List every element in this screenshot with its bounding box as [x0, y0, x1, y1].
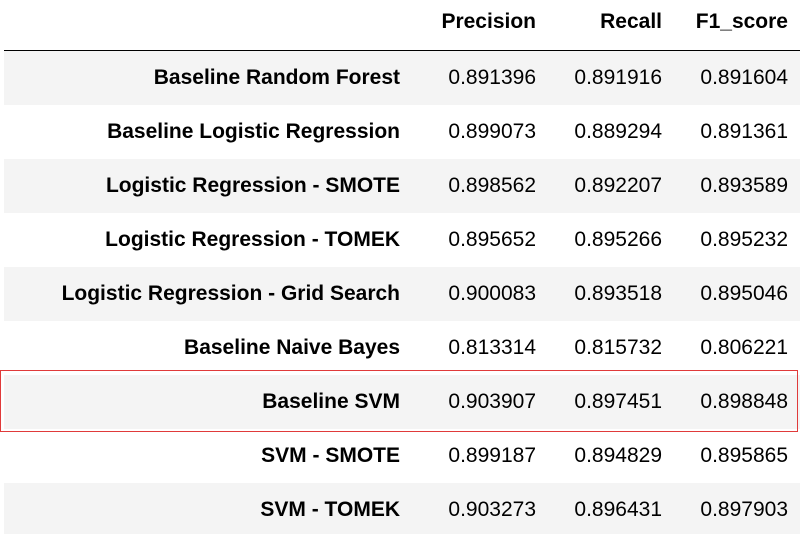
- table-row: SVM - TOMEK 0.903273 0.896431 0.897903: [4, 482, 800, 534]
- table-row: SVM - SMOTE 0.899187 0.894829 0.895865: [4, 428, 800, 483]
- precision-value: 0.813314: [448, 335, 536, 359]
- table-row: Logistic Regression - Grid Search 0.9000…: [4, 266, 800, 321]
- table-row: Baseline Logistic Regression 0.899073 0.…: [4, 104, 800, 159]
- model-name: Baseline SVM: [262, 389, 400, 413]
- precision-value: 0.898562: [448, 173, 536, 197]
- precision-value: 0.899187: [448, 443, 536, 467]
- header-row: Precision Recall F1_score: [4, 0, 800, 51]
- model-name: Baseline Logistic Regression: [107, 119, 400, 143]
- f1-value: 0.891361: [700, 119, 788, 143]
- table-row: Baseline Naive Bayes 0.813314 0.815732 0…: [4, 320, 800, 375]
- f1-value: 0.898848: [700, 389, 788, 413]
- recall-value: 0.897451: [574, 389, 662, 413]
- recall-value: 0.891916: [574, 65, 662, 89]
- recall-value: 0.893518: [574, 281, 662, 305]
- recall-header: Recall: [548, 0, 674, 51]
- recall-value: 0.815732: [574, 335, 662, 359]
- table-row-highlighted: Baseline SVM 0.903907 0.897451 0.898848: [4, 374, 800, 429]
- recall-value: 0.896431: [574, 497, 662, 521]
- model-name: Logistic Regression - SMOTE: [105, 173, 400, 197]
- model-name: Baseline Naive Bayes: [184, 335, 400, 359]
- f1-value: 0.897903: [700, 497, 788, 521]
- precision-value: 0.895652: [448, 227, 536, 251]
- precision-value: 0.900083: [448, 281, 536, 305]
- recall-value: 0.889294: [574, 119, 662, 143]
- recall-value: 0.895266: [574, 227, 662, 251]
- model-name: SVM - TOMEK: [260, 497, 400, 521]
- table-row: Logistic Regression - SMOTE 0.898562 0.8…: [4, 158, 800, 213]
- precision-header: Precision: [408, 0, 548, 51]
- model-name: Baseline Random Forest: [153, 65, 400, 89]
- model-name: Logistic Regression - Grid Search: [61, 281, 400, 305]
- table-row: Logistic Regression - TOMEK 0.895652 0.8…: [4, 212, 800, 267]
- f1-value: 0.893589: [700, 173, 788, 197]
- index-header: [4, 0, 408, 51]
- f1-value: 0.891604: [700, 65, 788, 89]
- recall-value: 0.892207: [574, 173, 662, 197]
- f1-value: 0.895046: [700, 281, 788, 305]
- f1-value: 0.895232: [700, 227, 788, 251]
- model-name: Logistic Regression - TOMEK: [105, 227, 400, 251]
- table-row: Baseline Random Forest 0.891396 0.891916…: [4, 50, 800, 105]
- model-name: SVM - SMOTE: [261, 443, 400, 467]
- precision-value: 0.903907: [448, 389, 536, 413]
- f1-score-header: F1_score: [674, 0, 800, 51]
- precision-value: 0.899073: [448, 119, 536, 143]
- f1-value: 0.806221: [700, 335, 788, 359]
- results-table: Precision Recall F1_score Baseline Rando…: [4, 0, 800, 534]
- f1-value: 0.895865: [700, 443, 788, 467]
- recall-value: 0.894829: [574, 443, 662, 467]
- precision-value: 0.891396: [448, 65, 536, 89]
- precision-value: 0.903273: [448, 497, 536, 521]
